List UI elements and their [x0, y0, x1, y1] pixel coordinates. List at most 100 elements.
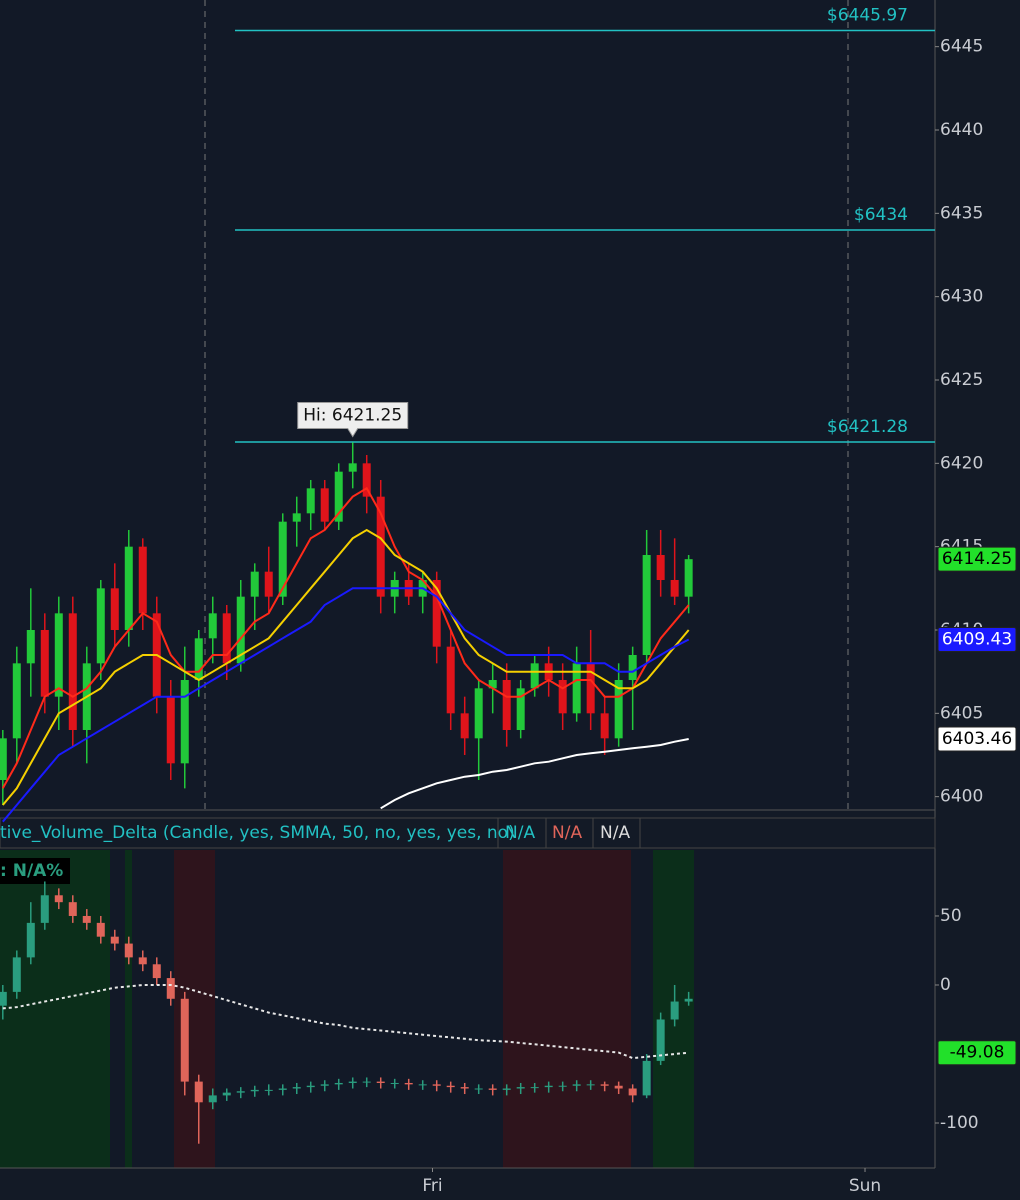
delta-panel [0, 850, 935, 1168]
candle-body [166, 978, 175, 999]
candle-body [432, 1084, 441, 1086]
price-badge [937, 1040, 1017, 1066]
price-badge-label: 6414.25 [942, 549, 1012, 569]
candle-body [222, 613, 231, 664]
candle-body [572, 663, 581, 714]
candle-body [96, 922, 105, 937]
candle-body [460, 713, 469, 739]
candle-body [194, 1081, 203, 1103]
price-level-label: $6445.97 [827, 6, 908, 26]
x-tick-label: Fri [422, 1176, 442, 1196]
candle-body [502, 680, 511, 730]
price-badge [937, 726, 1017, 752]
candle-body [152, 964, 161, 979]
price-badge [937, 627, 1017, 652]
candle-body [40, 630, 49, 697]
candle-body [376, 1081, 385, 1083]
candle-body [558, 1085, 567, 1087]
candle-body [250, 571, 259, 597]
candle-body [516, 688, 525, 730]
candle-body [376, 496, 385, 597]
candle-body [460, 1087, 469, 1089]
candle-body [292, 1087, 301, 1089]
candle-body [558, 680, 567, 714]
candle-body [628, 655, 637, 680]
candle-body [530, 1087, 539, 1089]
candle-body [544, 1085, 553, 1088]
y-tick-label: 0 [940, 975, 951, 995]
candle-body [670, 1001, 679, 1020]
candle-body [488, 680, 497, 689]
indicator-line [1, 486, 690, 789]
candle-body [670, 580, 679, 597]
candle-body [250, 1089, 259, 1092]
zone-red [503, 850, 631, 1168]
candle-body [488, 1088, 497, 1090]
candle-body [348, 463, 357, 472]
candle-body [362, 1081, 371, 1083]
candle-body [614, 680, 623, 739]
indicator-line [2, 528, 690, 806]
price-badge [937, 546, 1017, 572]
candle-body [572, 1084, 581, 1086]
candle-body [208, 613, 217, 639]
candle-body [348, 1081, 357, 1083]
zone-green [125, 850, 132, 1168]
indicator-line [380, 738, 689, 810]
candle-body [516, 1087, 525, 1089]
candle-body [656, 555, 665, 580]
candle-body [96, 588, 105, 664]
candle-body [446, 646, 455, 714]
candle-body [68, 613, 77, 730]
candle-body [236, 1091, 245, 1093]
study-title: tive_Volume_Delta (Candle, yes, SMMA, 50… [0, 823, 515, 843]
plot-layer: 6400640564106415642064256430643564406445… [0, 6, 1017, 1196]
y-tick-label: 6420 [940, 453, 983, 473]
candle-body [474, 1088, 483, 1090]
price-badge-label: 6409.43 [942, 630, 1012, 650]
y-tick-label: 50 [940, 906, 962, 926]
zone-red [174, 850, 215, 1168]
candle-body [320, 488, 329, 522]
candle-body [628, 1088, 637, 1096]
candle-body [264, 571, 273, 597]
candle-body [110, 588, 119, 630]
candle-body [362, 463, 371, 497]
price-level-label: $6421.28 [827, 417, 908, 437]
price-level-label: $6434 [854, 205, 908, 225]
candle-body [684, 998, 693, 1002]
price-panel [0, 0, 935, 810]
candle-body [138, 957, 147, 965]
candle-body [40, 895, 49, 923]
indicator-line [2, 984, 689, 1060]
y-tick-label: 6430 [940, 287, 983, 307]
y-tick-label: 6435 [940, 203, 983, 223]
candle-body [474, 688, 483, 739]
x-tick-label: Sun [849, 1176, 881, 1196]
callout-text: Hi: 6421.25 [303, 406, 402, 426]
candle-body [614, 1085, 623, 1089]
candle-body [418, 1084, 427, 1086]
study-value: N/A [505, 823, 535, 843]
candle-body [334, 1082, 343, 1085]
candle-body [306, 1085, 315, 1088]
candle-body [278, 1088, 287, 1090]
candle-body [12, 957, 21, 992]
candle-body [586, 1084, 595, 1086]
y-tick-label: 6445 [940, 37, 983, 57]
candle-body [292, 513, 301, 522]
study-value: N/A [600, 823, 630, 843]
candle-body [600, 1084, 609, 1086]
y-tick-label: 6425 [940, 370, 983, 390]
candle-body [124, 943, 133, 958]
candle-body [390, 1082, 399, 1084]
callout-box [297, 402, 409, 438]
candle-body [180, 998, 189, 1082]
y-tick-label: 6405 [940, 703, 983, 723]
candle-body [684, 559, 693, 597]
candle-body [12, 663, 21, 739]
candle-body [530, 663, 539, 689]
candle-body [138, 546, 147, 614]
label-box [0, 858, 70, 884]
